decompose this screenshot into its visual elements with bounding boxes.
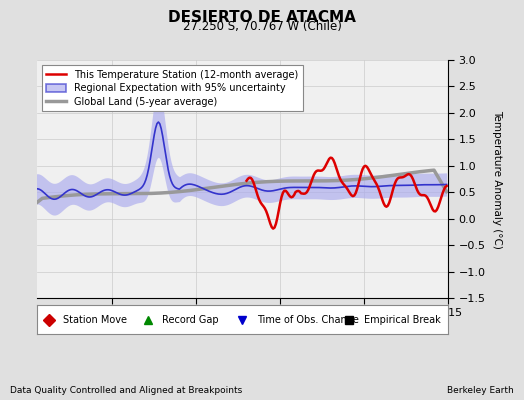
Y-axis label: Temperature Anomaly (°C): Temperature Anomaly (°C) [492, 110, 502, 248]
Legend: This Temperature Station (12-month average), Regional Expectation with 95% uncer: This Temperature Station (12-month avera… [41, 65, 303, 111]
Text: Data Quality Controlled and Aligned at Breakpoints: Data Quality Controlled and Aligned at B… [10, 386, 243, 395]
Text: 27.250 S, 70.767 W (Chile): 27.250 S, 70.767 W (Chile) [182, 20, 342, 33]
Text: DESIERTO DE ATACMA: DESIERTO DE ATACMA [168, 10, 356, 25]
Text: Empirical Break: Empirical Break [364, 314, 441, 325]
Text: Record Gap: Record Gap [162, 314, 219, 325]
Text: Station Move: Station Move [63, 314, 127, 325]
Text: Time of Obs. Change: Time of Obs. Change [257, 314, 358, 325]
Text: Berkeley Earth: Berkeley Earth [447, 386, 514, 395]
